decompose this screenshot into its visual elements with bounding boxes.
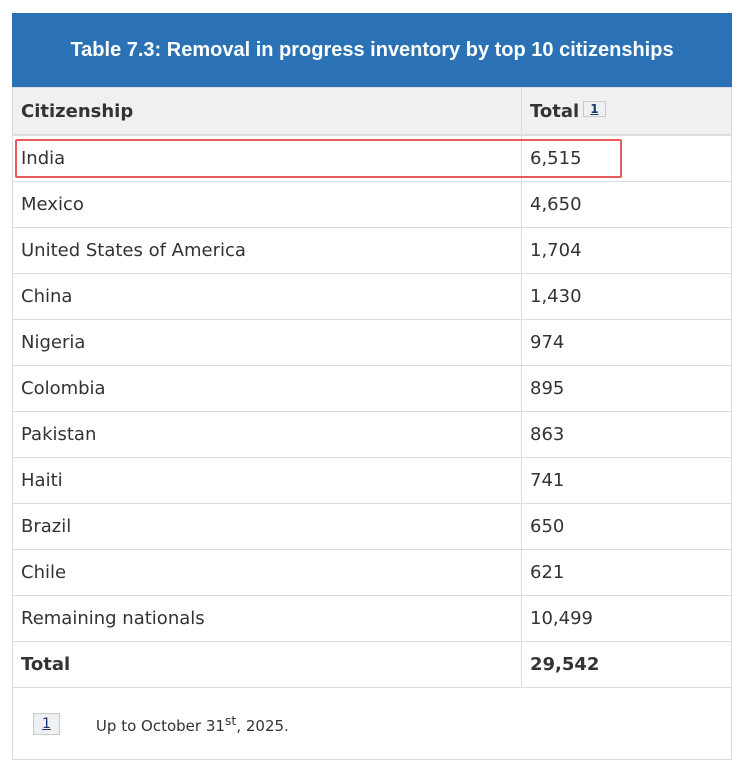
total-cell: 974 xyxy=(521,319,732,366)
header-row: Citizenship Total 1 xyxy=(12,87,732,136)
citizenship-cell: Haiti xyxy=(12,457,522,504)
column-header-citizenship: Citizenship xyxy=(12,87,522,136)
total-cell: 1,430 xyxy=(521,273,732,320)
total-cell: 6,515 xyxy=(521,134,732,182)
table-row: Mexico 4,650 xyxy=(12,181,732,228)
citizenship-cell: India xyxy=(12,134,522,182)
total-value: 29,542 xyxy=(521,641,732,688)
table-row: United States of America 1,704 xyxy=(12,227,732,274)
total-cell: 1,704 xyxy=(521,227,732,274)
footnote-text-main: Up to October 31 xyxy=(95,716,225,735)
column-header-total: Total 1 xyxy=(521,87,732,136)
total-cell: 10,499 xyxy=(521,595,732,642)
total-cell: 741 xyxy=(521,457,732,504)
total-cell: 621 xyxy=(521,549,732,596)
citizenship-table: Citizenship Total 1 India 6,515 Mexico 4,650… xyxy=(12,87,732,688)
footnote-text: Up to October 31st, 2025. xyxy=(96,713,289,735)
table-row: India 6,515 xyxy=(12,134,732,182)
data-table-container: Table 7.3: Removal in progress inventory… xyxy=(12,13,732,760)
footnote-backlink[interactable]: 1 xyxy=(33,712,60,735)
citizenship-cell: Chile xyxy=(12,549,522,596)
total-row: Total 29,542 xyxy=(12,641,732,688)
citizenship-cell: Colombia xyxy=(12,365,522,412)
table-row: Pakistan 863 xyxy=(12,411,732,458)
footnote-link[interactable]: 1 xyxy=(583,100,606,117)
total-cell: 4,650 xyxy=(521,181,732,228)
total-label: Total xyxy=(12,641,522,688)
table-row: Brazil 650 xyxy=(12,503,732,550)
table-row: Nigeria 974 xyxy=(12,319,732,366)
table-row: Colombia 895 xyxy=(12,365,732,412)
citizenship-cell: China xyxy=(12,273,522,320)
table-row: Chile 621 xyxy=(12,549,732,596)
total-cell: 863 xyxy=(521,411,732,458)
table-row: China 1,430 xyxy=(12,273,732,320)
citizenship-cell: United States of America xyxy=(12,227,522,274)
table-row: Haiti 741 xyxy=(12,457,732,504)
footnote-superscript: st xyxy=(224,712,237,728)
table-row: Remaining nationals 10,499 xyxy=(12,595,732,642)
footnote-text-end: , 2025. xyxy=(236,716,289,735)
citizenship-cell: Mexico xyxy=(12,181,522,228)
footnote-section: 1 Up to October 31st, 2025. xyxy=(12,688,732,760)
total-cell: 650 xyxy=(521,503,732,550)
citizenship-cell: Remaining nationals xyxy=(12,595,522,642)
citizenship-cell: Nigeria xyxy=(12,319,522,366)
citizenship-cell: Brazil xyxy=(12,503,522,550)
table-caption: Table 7.3: Removal in progress inventory… xyxy=(12,13,732,87)
total-header-label: Total xyxy=(530,100,580,122)
citizenship-cell: Pakistan xyxy=(12,411,522,458)
total-cell: 895 xyxy=(521,365,732,412)
